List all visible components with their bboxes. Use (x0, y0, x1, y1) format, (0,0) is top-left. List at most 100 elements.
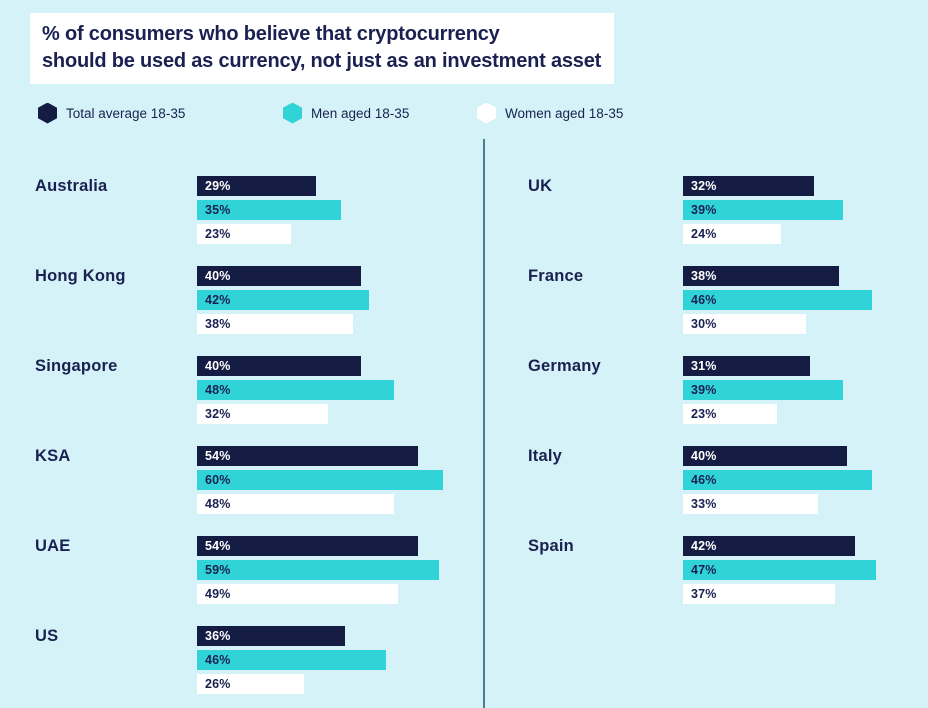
bar-women-aged-18-35-spain: 37% (683, 584, 835, 604)
legend-item-total: Total average 18-35 (38, 102, 185, 124)
bar-group: 54% 59% 49% (197, 536, 439, 604)
bar-value-label: 40% (205, 359, 231, 373)
country-row-france: France 38% 46% 30% (528, 266, 923, 334)
country-row-uae: UAE 54% 59% 49% (35, 536, 480, 604)
bar-value-label: 49% (205, 587, 231, 601)
bar-group: 32% 39% 24% (683, 176, 843, 244)
country-row-ksa: KSA 54% 60% 48% (35, 446, 480, 514)
hexagon-icon (477, 102, 496, 124)
country-label: Germany (528, 357, 601, 375)
chart-title-line-2: should be used as currency, not just as … (42, 50, 602, 72)
bar-group: 40% 46% 33% (683, 446, 872, 514)
country-row-spain: Spain 42% 47% 37% (528, 536, 923, 604)
bar-total-average-18-35-france: 38% (683, 266, 839, 286)
bar-value-label: 29% (205, 179, 231, 193)
bar-value-label: 60% (205, 473, 231, 487)
bar-total-average-18-35-italy: 40% (683, 446, 847, 466)
bar-group: 54% 60% 48% (197, 446, 443, 514)
country-row-germany: Germany 31% 39% 23% (528, 356, 923, 424)
country-label: Hong Kong (35, 267, 126, 285)
bar-group: 42% 47% 37% (683, 536, 876, 604)
country-row-singapore: Singapore 40% 48% 32% (35, 356, 480, 424)
bar-women-aged-18-35-uk: 24% (683, 224, 782, 244)
bar-value-label: 48% (205, 497, 231, 511)
column-divider (483, 139, 485, 708)
bar-men-aged-18-35-australia: 35% (197, 200, 341, 220)
bar-men-aged-18-35-hong-kong: 42% (197, 290, 370, 310)
legend-label: Women aged 18-35 (505, 105, 624, 121)
chart-column-right: UK 32% 39% 24% France 38% 46% 30% Germany 31% 39% 2… (528, 176, 923, 604)
bar-women-aged-18-35-hong-kong: 38% (197, 314, 353, 334)
bar-value-label: 46% (691, 293, 717, 307)
bar-value-label: 32% (691, 179, 717, 193)
chart-title: % of consumers who believe that cryptocu… (30, 13, 615, 84)
bar-total-average-18-35-hong-kong: 40% (197, 266, 361, 286)
bar-value-label: 40% (205, 269, 231, 283)
country-label: Australia (35, 177, 108, 195)
bar-group: 36% 46% 26% (197, 626, 386, 694)
bar-value-label: 24% (691, 227, 717, 241)
bar-value-label: 37% (691, 587, 717, 601)
bar-value-label: 40% (691, 449, 717, 463)
bar-value-label: 23% (691, 407, 717, 421)
bar-men-aged-18-35-ksa: 60% (197, 470, 443, 490)
bar-value-label: 33% (691, 497, 717, 511)
bar-men-aged-18-35-spain: 47% (683, 560, 876, 580)
country-label: UAE (35, 537, 71, 555)
bar-men-aged-18-35-singapore: 48% (197, 380, 394, 400)
bar-group: 40% 42% 38% (197, 266, 370, 334)
bar-value-label: 32% (205, 407, 231, 421)
legend-item-women: Women aged 18-35 (477, 102, 623, 124)
bar-value-label: 31% (691, 359, 717, 373)
bar-total-average-18-35-australia: 29% (197, 176, 316, 196)
bar-value-label: 23% (205, 227, 231, 241)
bar-group: 31% 39% 23% (683, 356, 843, 424)
bar-value-label: 39% (691, 383, 717, 397)
bar-value-label: 30% (691, 317, 717, 331)
bar-value-label: 46% (205, 653, 231, 667)
bar-value-label: 59% (205, 563, 231, 577)
bar-women-aged-18-35-australia: 23% (197, 224, 292, 244)
bar-value-label: 38% (691, 269, 717, 283)
bar-value-label: 36% (205, 629, 231, 643)
bar-women-aged-18-35-uae: 49% (197, 584, 398, 604)
bar-value-label: 39% (691, 203, 717, 217)
bar-group: 38% 46% 30% (683, 266, 872, 334)
legend-label: Total average 18-35 (66, 105, 186, 121)
country-row-uk: UK 32% 39% 24% (528, 176, 923, 244)
bar-total-average-18-35-germany: 31% (683, 356, 811, 376)
bar-men-aged-18-35-uae: 59% (197, 560, 439, 580)
bar-value-label: 35% (205, 203, 231, 217)
country-row-italy: Italy 40% 46% 33% (528, 446, 923, 514)
bar-men-aged-18-35-us: 46% (197, 650, 386, 670)
bar-value-label: 46% (691, 473, 717, 487)
hexagon-icon (283, 102, 302, 124)
bar-women-aged-18-35-italy: 33% (683, 494, 819, 514)
country-row-us: US 36% 46% 26% (35, 626, 480, 694)
bar-men-aged-18-35-germany: 39% (683, 380, 843, 400)
legend-label: Men aged 18-35 (311, 105, 410, 121)
bar-value-label: 42% (691, 539, 717, 553)
country-label: Singapore (35, 357, 118, 375)
bar-total-average-18-35-singapore: 40% (197, 356, 361, 376)
bar-value-label: 54% (205, 449, 231, 463)
bar-total-average-18-35-spain: 42% (683, 536, 856, 556)
bar-value-label: 38% (205, 317, 231, 331)
bar-total-average-18-35-uk: 32% (683, 176, 815, 196)
bar-value-label: 26% (205, 677, 231, 691)
country-row-australia: Australia 29% 35% 23% (35, 176, 480, 244)
bar-women-aged-18-35-singapore: 32% (197, 404, 329, 424)
bar-women-aged-18-35-germany: 23% (683, 404, 778, 424)
bar-men-aged-18-35-uk: 39% (683, 200, 843, 220)
bar-women-aged-18-35-ksa: 48% (197, 494, 394, 514)
country-label: Spain (528, 537, 574, 555)
chart-column-left: Australia 29% 35% 23% Hong Kong 40% 42% 38% Sing… (35, 176, 480, 694)
country-label: KSA (35, 447, 71, 465)
country-label: US (35, 627, 59, 645)
bar-women-aged-18-35-france: 30% (683, 314, 806, 334)
bar-value-label: 42% (205, 293, 231, 307)
legend-item-men: Men aged 18-35 (283, 102, 409, 124)
bar-value-label: 47% (691, 563, 717, 577)
bar-men-aged-18-35-italy: 46% (683, 470, 872, 490)
bar-total-average-18-35-ksa: 54% (197, 446, 419, 466)
